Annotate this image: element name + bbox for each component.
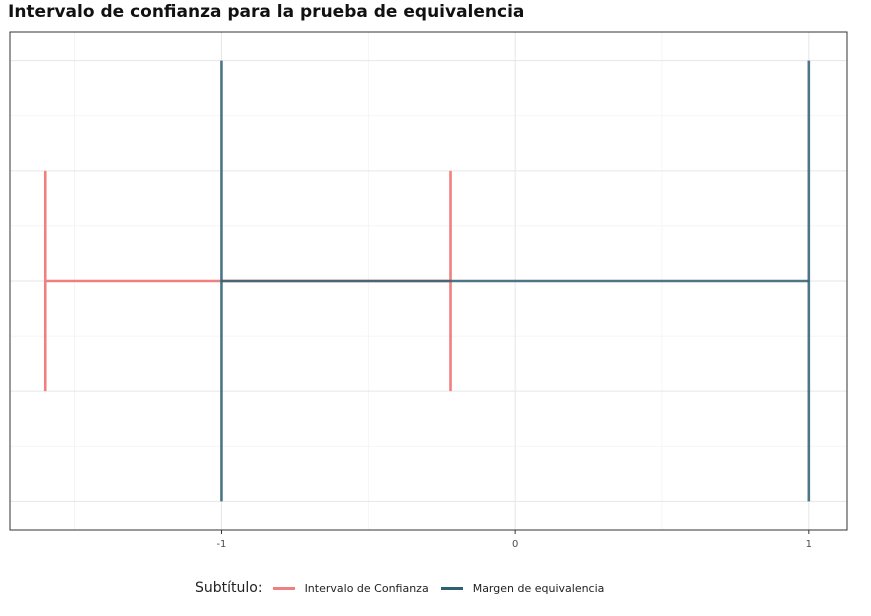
- series-margen-de-equivalencia: [220, 60, 811, 502]
- chart-marks: [43, 60, 811, 502]
- legend-key-margen: [440, 586, 463, 590]
- x-axis-ticks: -1 0 1: [216, 530, 812, 550]
- x-tick-label: 0: [512, 539, 518, 550]
- legend-item-margen: Margen de equivalencia: [440, 581, 605, 595]
- chart-title: Intervalo de confianza para la prueba de…: [8, 2, 525, 22]
- x-tick-label: 1: [806, 539, 812, 550]
- legend-title: Subtítulo:: [195, 580, 263, 596]
- legend: Subtítulo: Intervalo de Confianza Margen…: [195, 580, 616, 596]
- legend-item-intervalo: Intervalo de Confianza: [272, 581, 429, 595]
- legend-label-intervalo: Intervalo de Confianza: [304, 581, 429, 595]
- panel-border: [9, 31, 848, 531]
- legend-label-margen: Margen de equivalencia: [472, 581, 605, 595]
- legend-key-intervalo: [272, 586, 295, 590]
- x-tick-label: -1: [216, 539, 226, 550]
